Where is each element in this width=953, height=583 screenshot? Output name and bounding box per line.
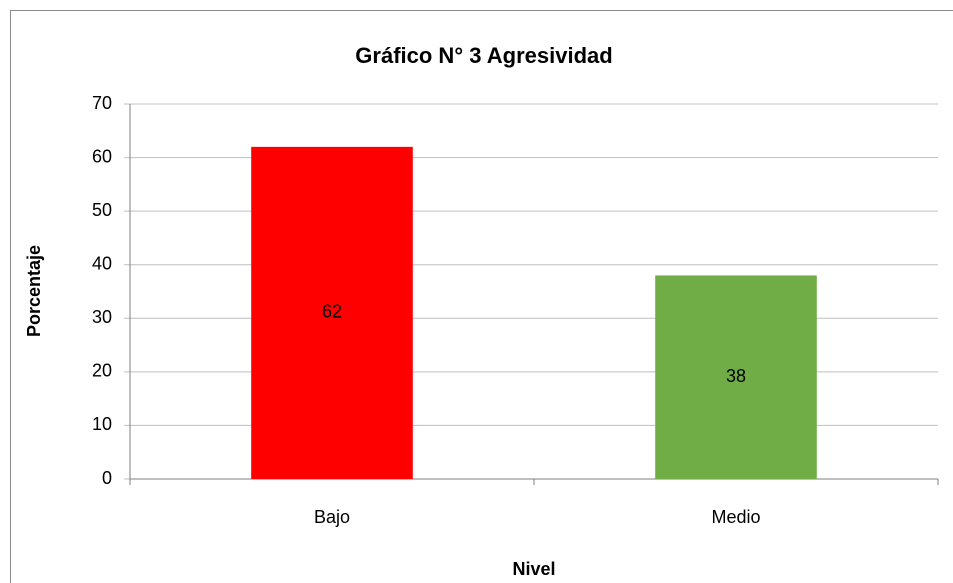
y-axis-title: Porcentaje <box>24 245 44 337</box>
y-tick-label: 0 <box>102 468 112 488</box>
data-label: 38 <box>726 366 746 386</box>
y-tick-label: 60 <box>92 146 112 166</box>
y-tick-label: 50 <box>92 200 112 220</box>
x-tick-label: Bajo <box>314 507 350 527</box>
chart-title: Gráfico N° 3 Agresividad <box>355 43 612 68</box>
x-axis-title: Nivel <box>512 559 555 579</box>
y-tick-label: 40 <box>92 253 112 273</box>
y-tick-label: 70 <box>92 93 112 113</box>
y-tick-label: 10 <box>92 414 112 434</box>
x-tick-label: Medio <box>711 507 760 527</box>
y-tick-label: 30 <box>92 307 112 327</box>
y-tick-label: 20 <box>92 361 112 381</box>
bar <box>655 275 817 479</box>
data-label: 62 <box>322 302 342 322</box>
bar <box>251 146 413 479</box>
